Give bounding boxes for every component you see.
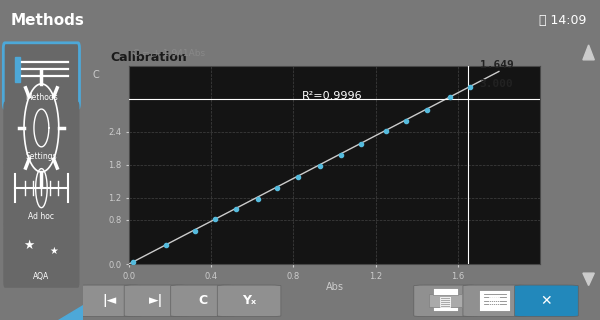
Point xyxy=(466,84,475,89)
Text: ▤: ▤ xyxy=(439,294,452,308)
Text: ★: ★ xyxy=(49,246,58,256)
Text: 3.000: 3.000 xyxy=(479,79,514,89)
Text: |◄: |◄ xyxy=(103,294,116,307)
Text: C: C xyxy=(198,294,207,307)
Polygon shape xyxy=(15,57,20,82)
Text: ▥: ▥ xyxy=(488,294,502,308)
Text: Methods: Methods xyxy=(25,93,58,102)
Polygon shape xyxy=(583,273,594,285)
FancyBboxPatch shape xyxy=(4,222,79,288)
Text: Methods: Methods xyxy=(11,13,85,28)
Text: Yₓ: Yₓ xyxy=(242,294,256,307)
FancyBboxPatch shape xyxy=(4,162,79,228)
Text: R²=0.9996: R²=0.9996 xyxy=(302,92,362,101)
Point xyxy=(231,206,241,212)
Point xyxy=(128,259,138,264)
Text: ►|: ►| xyxy=(149,294,163,307)
FancyBboxPatch shape xyxy=(479,290,510,311)
Text: ⏰ 14:09: ⏰ 14:09 xyxy=(539,14,587,27)
Point xyxy=(161,242,171,247)
FancyBboxPatch shape xyxy=(217,285,281,316)
Text: C = + 1.941Abs: C = + 1.941Abs xyxy=(133,49,205,58)
X-axis label: Abs: Abs xyxy=(325,282,343,292)
Point xyxy=(293,175,302,180)
Point xyxy=(445,94,454,100)
Point xyxy=(422,107,432,112)
Point xyxy=(211,216,220,221)
Text: ✕: ✕ xyxy=(541,294,552,308)
Text: 1.649: 1.649 xyxy=(479,60,514,70)
FancyBboxPatch shape xyxy=(414,285,478,316)
FancyBboxPatch shape xyxy=(171,285,235,316)
Text: AQA: AQA xyxy=(33,272,50,281)
FancyBboxPatch shape xyxy=(124,285,188,316)
Text: Calibration: Calibration xyxy=(110,51,187,64)
FancyBboxPatch shape xyxy=(433,307,458,311)
Point xyxy=(190,228,200,234)
Text: Settings: Settings xyxy=(26,152,57,161)
Text: Ad hoc: Ad hoc xyxy=(28,212,55,221)
Text: C: C xyxy=(92,69,99,80)
FancyBboxPatch shape xyxy=(433,288,458,295)
FancyBboxPatch shape xyxy=(463,285,527,316)
Point xyxy=(254,196,263,202)
FancyBboxPatch shape xyxy=(77,285,141,316)
Polygon shape xyxy=(58,305,83,320)
Point xyxy=(401,118,411,123)
Point xyxy=(272,185,282,190)
Polygon shape xyxy=(583,45,594,60)
FancyBboxPatch shape xyxy=(4,43,79,108)
FancyBboxPatch shape xyxy=(4,102,79,167)
Point xyxy=(336,152,346,157)
Point xyxy=(381,128,391,133)
Point xyxy=(356,142,366,147)
FancyBboxPatch shape xyxy=(430,294,462,307)
Text: ★: ★ xyxy=(23,239,35,252)
Point xyxy=(316,163,325,168)
FancyBboxPatch shape xyxy=(515,285,578,316)
